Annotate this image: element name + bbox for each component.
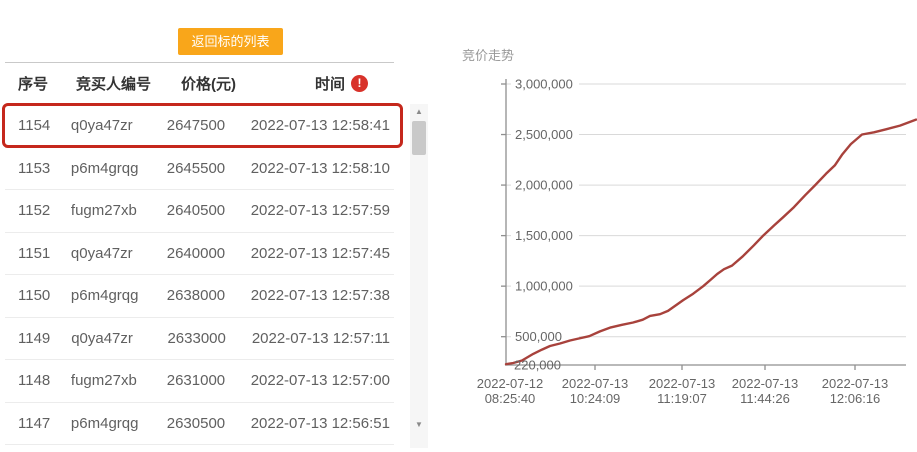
- header-time-label: 时间: [314, 76, 345, 93]
- header-bidder: 竞买人编号: [76, 76, 152, 93]
- table-row[interactable]: 1150 p6m4grqg 2638000 2022-07-13 12:57:38: [5, 275, 394, 318]
- cell-price: 2630500: [166, 414, 226, 432]
- cell-bidder: fugm27xb: [70, 202, 137, 220]
- cell-price: 2645500: [166, 159, 226, 177]
- cell-seq: 1147: [18, 414, 51, 432]
- cell-bidder: fugm27xb: [70, 372, 137, 390]
- y-tick-label: 1,000,000: [515, 279, 573, 294]
- table-scrollbar[interactable]: ▲ ▼: [410, 104, 428, 448]
- trend-line: [504, 118, 917, 366]
- cell-bidder: q0ya47zr: [70, 244, 133, 262]
- header-seq: 序号: [18, 76, 49, 93]
- header-time: 时间 !: [273, 73, 394, 94]
- y-tick-label: 2,500,000: [515, 127, 573, 142]
- y-tick-label: 2,000,000: [515, 178, 573, 193]
- label-backer: [511, 278, 579, 294]
- cell-time: 2022-07-13 12:57:00: [250, 372, 390, 390]
- y-tick-label: 3,000,000: [515, 77, 573, 92]
- x-tick-label-time: 11:44:26: [740, 391, 790, 406]
- table-row[interactable]: 1147 p6m4grqg 2630500 2022-07-13 12:56:51: [5, 403, 394, 445]
- cell-bidder: p6m4grqg: [70, 159, 139, 177]
- cell-time: 2022-07-13 12:56:51: [250, 414, 390, 432]
- cell-seq: 1153: [18, 159, 51, 177]
- cell-price: 2633000: [167, 329, 226, 347]
- cell-time: 2022-07-13 12:58:10: [250, 159, 390, 177]
- y-tick-label: 500,000: [515, 329, 562, 344]
- cell-bidder: p6m4grqg: [70, 287, 139, 305]
- y-tick-label: 1,500,000: [515, 228, 573, 243]
- cell-time: 2022-07-13 12:57:38: [250, 287, 390, 305]
- scroll-down-icon[interactable]: ▼: [415, 420, 423, 429]
- x-tick-label-date: 2022-07-13: [649, 376, 716, 391]
- scrollbar-thumb[interactable]: [412, 121, 426, 155]
- cell-seq: 1149: [18, 329, 51, 347]
- x-tick-label-date: 2022-07-12: [477, 376, 544, 391]
- back-to-list-button[interactable]: 返回标的列表: [178, 28, 283, 55]
- table-row[interactable]: 1152 fugm27xb 2640500 2022-07-13 12:57:59: [5, 190, 394, 233]
- table-row[interactable]: 1148 fugm27xb 2631000 2022-07-13 12:57:00: [5, 360, 394, 403]
- bid-table-body: 1154 q0ya47zr 2647500 2022-07-13 12:58:41 11…: [5, 105, 394, 445]
- x-tick-label-time: 12:06:16: [830, 391, 881, 406]
- cell-seq: 1152: [18, 202, 51, 220]
- x-tick-label-date: 2022-07-13: [732, 376, 799, 391]
- table-row[interactable]: 1149 q0ya47zr 2633000 2022-07-13 12:57:11: [5, 318, 394, 360]
- cell-bidder: q0ya47zr: [71, 329, 133, 347]
- table-row[interactable]: 1154 q0ya47zr 2647500 2022-07-13 12:58:41: [5, 105, 394, 148]
- cell-price: 2640500: [166, 202, 226, 220]
- cell-bidder: p6m4grqg: [70, 414, 139, 432]
- cell-seq: 1151: [18, 244, 51, 262]
- cell-time: 2022-07-13 12:58:41: [250, 117, 390, 135]
- label-backer: [511, 126, 579, 142]
- cell-seq: 1154: [18, 117, 51, 135]
- label-backer: [511, 227, 579, 243]
- y-baseline-label: 220,000: [514, 358, 561, 373]
- cell-bidder: q0ya47zr: [70, 117, 133, 135]
- cell-time: 2022-07-13 12:57:11: [251, 329, 390, 347]
- bid-trend-chart: 500,000 1,000,000 1,500,000 2,000,000 2,500,…: [477, 76, 917, 406]
- cell-price: 2647500: [166, 117, 226, 135]
- x-tick-label-time: 10:24:09: [570, 391, 621, 406]
- table-row[interactable]: 1151 q0ya47zr 2640000 2022-07-13 12:57:45: [5, 233, 394, 275]
- x-tick-label-date: 2022-07-13: [822, 376, 889, 391]
- x-tick-label-time: 08:25:40: [485, 391, 536, 406]
- time-alert-icon[interactable]: !: [351, 75, 368, 92]
- cell-seq: 1150: [18, 287, 51, 305]
- header-price: 价格(元): [181, 76, 236, 93]
- x-tick-label-date: 2022-07-13: [562, 376, 629, 391]
- cell-price: 2638000: [166, 287, 226, 305]
- label-backer: [511, 177, 579, 193]
- label-backer: [511, 328, 579, 344]
- x-tick-label-time: 11:19:07: [657, 391, 707, 406]
- cell-seq: 1148: [18, 372, 51, 390]
- scroll-up-icon[interactable]: ▲: [415, 107, 423, 116]
- table-row[interactable]: 1153 p6m4grqg 2645500 2022-07-13 12:58:10: [5, 148, 394, 190]
- cell-price: 2640000: [166, 244, 226, 262]
- bid-table-header: 序号 竞买人编号 价格(元) 时间 !: [5, 63, 394, 105]
- cell-time: 2022-07-13 12:57:59: [250, 202, 390, 220]
- chart-title: 竞价走势: [462, 48, 515, 63]
- label-backer: [511, 76, 579, 91]
- cell-time: 2022-07-13 12:57:45: [250, 244, 390, 262]
- cell-price: 2631000: [166, 372, 226, 390]
- bid-table: 序号 竞买人编号 价格(元) 时间 ! 1154 q0ya47zr 2647500 2…: [5, 62, 394, 445]
